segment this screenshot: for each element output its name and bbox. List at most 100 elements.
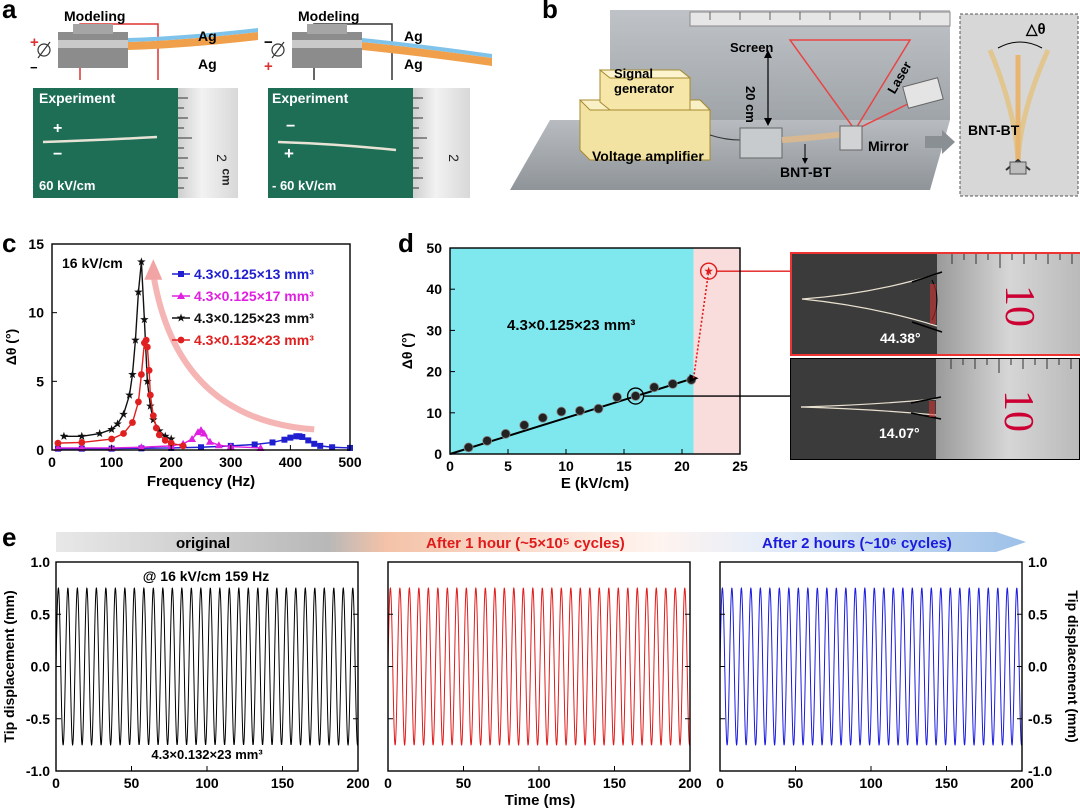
data-point [311, 440, 318, 447]
photo-ruler-num-top: 10 [996, 285, 1042, 327]
data-point [593, 403, 604, 414]
experiment-photo-left: Experiment + − 60 kV/cm 2 cm [33, 88, 238, 198]
ag-bottom-left: Ag [198, 56, 217, 72]
ag-top-left: Ag [198, 28, 217, 44]
data-point [59, 431, 69, 440]
x-tick-label: 20 [674, 458, 690, 474]
photo-ruler-num-bottom: 10 [995, 390, 1041, 432]
ag-bottom-right: Ag [404, 56, 423, 72]
waveform-line [719, 586, 1023, 747]
data-point [137, 257, 146, 266]
legend-label: 4.3×0.125×13 mm³ [194, 266, 314, 282]
x-tick-label: 200 [1010, 775, 1034, 791]
data-point [129, 419, 136, 426]
y-axis-label: Δθ (°) [399, 333, 415, 369]
photo-max-angle: 10 44.38° [790, 252, 1080, 356]
data-point [95, 429, 104, 438]
x-tick-label: 400 [279, 454, 303, 470]
data-point [205, 437, 214, 445]
sign-top-left: + [30, 34, 39, 51]
legend-marker [176, 313, 186, 322]
data-point [145, 366, 153, 374]
x-tick-label: 100 [859, 775, 883, 791]
plot-frame [449, 247, 741, 455]
data-point [152, 424, 160, 432]
waveform-panel-1: 0 50 100 150 200 [52, 561, 370, 791]
x-tick-label: 200 [160, 454, 184, 470]
data-point [256, 443, 265, 451]
y-tick-label: 0.0 [31, 659, 51, 675]
setup-diagram [510, 10, 1079, 197]
data-point [155, 426, 164, 435]
legend-label: 4.3×0.125×17 mm³ [194, 288, 314, 304]
sample-label: BNT-BT [780, 164, 832, 180]
x-tick-label: 50 [456, 775, 472, 791]
sign-bottom-left: − [30, 60, 38, 75]
fatigue-displacement-chart: 0 50 100 150 200 0 50 100 150 200 0 50 100 150 200-1.0… [1, 556, 1080, 809]
panel-label-e: e [2, 522, 17, 552]
x-axis-label: Frequency (Hz) [147, 473, 255, 490]
x-tick-label: 300 [219, 454, 243, 470]
sample-annotation: 4.3×0.125×23 mm³ [507, 317, 635, 334]
trend-arrow [150, 273, 315, 433]
y-tick-label-right: 0.0 [1028, 659, 1048, 675]
x-tick-label: 0 [48, 454, 56, 470]
trend-arrow-head [144, 259, 163, 280]
data-point [317, 442, 324, 449]
data-point [146, 391, 154, 399]
condition-label: @ 16 kV/cm 159 Hz [143, 568, 270, 584]
data-point [667, 379, 678, 389]
legend-marker [178, 271, 184, 277]
legend-marker [177, 292, 185, 299]
breakdown-star [704, 266, 713, 275]
x-tick-label: 150 [271, 775, 295, 791]
panel-label-d: d [398, 228, 414, 258]
voltage-amplifier-label: Voltage amplifier [592, 148, 704, 164]
data-point [128, 369, 137, 379]
data-point [537, 412, 548, 423]
signal-generator-label: Signal generator [614, 66, 674, 96]
x-tick-label: 150 [603, 775, 627, 791]
photo-sign-top-right: − [286, 118, 296, 135]
data-point [198, 444, 204, 451]
data-point [269, 439, 276, 446]
ruler-unit-left: cm [219, 168, 234, 186]
field-label-left: 60 kV/cm [39, 178, 96, 193]
y-tick-label: 1.0 [31, 556, 51, 570]
y-tick-label: 15 [28, 236, 44, 252]
y-tick-label-right: -1.0 [1028, 763, 1052, 779]
photo-sign-bottom-right: + [284, 144, 294, 163]
x-tick-label: 25 [732, 458, 748, 474]
y-tick-label: 10 [28, 305, 44, 321]
modeling-diagram-right [271, 23, 492, 80]
data-point [519, 420, 530, 431]
waveform-panel-3: 0 50 100 150 200 [716, 561, 1034, 791]
data-point [142, 336, 150, 344]
x-tick-label: 0 [716, 775, 724, 791]
x-tick-label: 150 [935, 775, 959, 791]
data-point [299, 433, 306, 440]
data-point [167, 439, 175, 447]
data-point [188, 435, 197, 443]
y-tick-label: 40 [426, 281, 442, 297]
waveform-panel-2: 0 50 100 150 200 [384, 561, 702, 791]
sign-top-right: − [264, 34, 273, 51]
data-point [143, 343, 151, 351]
data-point [120, 430, 127, 437]
photo-sign-top-left: + [53, 120, 63, 137]
data-point [131, 335, 140, 344]
x-tick-label: 5 [504, 458, 512, 474]
region-1 [450, 248, 694, 454]
sign-bottom-right: + [264, 58, 273, 75]
data-point [78, 439, 86, 446]
y-axis-label: Δθ (°) [3, 329, 19, 365]
mirror-label: Mirror [868, 138, 909, 154]
data-point [161, 436, 169, 444]
data-point [305, 437, 312, 444]
data-point [77, 431, 87, 440]
data-point [463, 442, 474, 453]
region-2 [693, 248, 740, 454]
data-point [113, 419, 122, 428]
y-tick-label-right: -0.5 [1028, 711, 1052, 727]
stage-original: original [176, 535, 231, 552]
